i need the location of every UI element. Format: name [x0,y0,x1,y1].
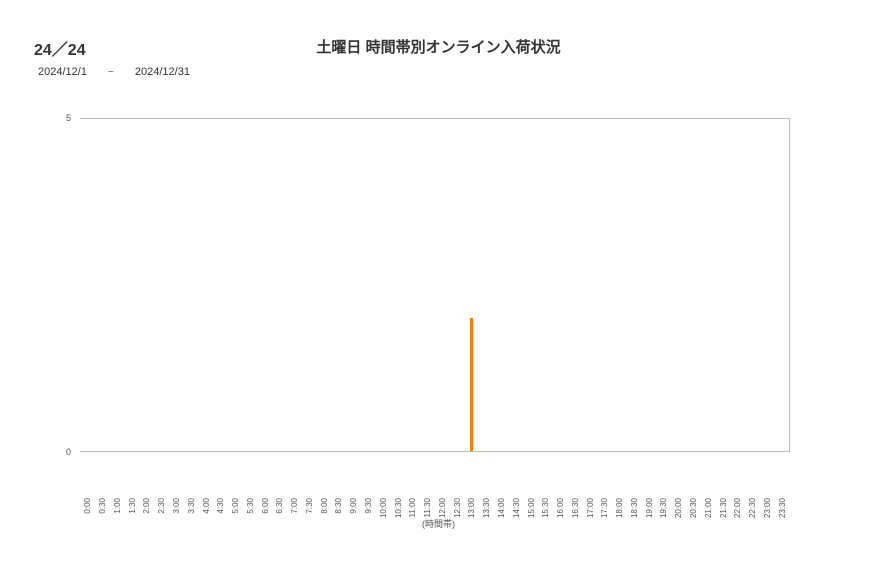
xtick-label: 18:00 [615,498,624,518]
xtick-label: 23:30 [778,498,787,518]
ytick-max: 5 [66,113,71,123]
xtick-label: 22:00 [733,498,742,518]
xtick-label: 7:30 [305,498,314,514]
xtick-label: 11:00 [408,498,417,517]
xtick-label: 14:30 [512,498,521,518]
xtick-label: 20:00 [674,498,683,518]
xtick-label: 2:00 [142,498,151,514]
xtick-label: 10:00 [379,498,388,518]
xtick-label: 3:30 [187,498,196,514]
xtick-label: 6:00 [261,498,270,514]
xtick-label: 19:30 [659,498,668,518]
xtick-label: 15:30 [541,498,550,518]
xtick-label: 0:30 [98,498,107,514]
date-end: 2024/12/31 [135,66,190,78]
xtick-label: 15:00 [527,498,536,518]
xtick-label: 6:30 [275,498,284,514]
xtick-label: 21:00 [704,498,713,518]
xtick-label: 2:30 [157,498,166,514]
xtick-label: 9:00 [349,498,358,514]
xtick-label: 12:30 [453,498,462,518]
chart: 5 0 [66,118,790,466]
xtick-label: 9:30 [364,498,373,514]
xtick-label: 12:00 [438,498,447,518]
xtick-label: 13:30 [482,498,491,518]
xtick-label: 7:00 [290,498,299,514]
chart-title: 土曜日 時間帯別オンライン入荷状況 [0,36,877,57]
ytick-min: 0 [66,447,71,457]
xtick-label: 22:30 [748,498,757,518]
xtick-label: 1:30 [128,498,137,514]
xtick-label: 1:00 [113,498,122,514]
x-axis-label: (時間帯) [0,517,877,530]
xtick-label: 14:00 [497,498,506,518]
xtick-label: 23:00 [763,498,772,518]
xtick-label: 20:30 [689,498,698,518]
date-start: 2024/12/1 [38,66,87,78]
xtick-label: 17:30 [600,498,609,518]
xtick-label: 8:00 [320,498,329,514]
xtick-label: 19:00 [645,498,654,518]
date-range: 2024/12/1 ~ 2024/12/31 [38,66,190,78]
xtick-label: 17:00 [586,498,595,518]
xtick-label: 8:30 [334,498,343,514]
xtick-label: 16:00 [556,498,565,518]
xtick-label: 21:30 [719,498,728,518]
xtick-label: 5:00 [231,498,240,514]
xtick-label: 4:30 [216,498,225,514]
xtick-label: 16:30 [571,498,580,518]
xtick-label: 0:00 [83,498,92,514]
xtick-label: 11:30 [423,498,432,517]
date-separator: ~ [108,67,114,78]
xtick-label: 18:30 [630,498,639,518]
bar [470,318,473,451]
xtick-label: 10:30 [394,498,403,518]
xtick-label: 5:30 [246,498,255,514]
plot-area [80,118,790,452]
xtick-label: 3:00 [172,498,181,514]
xtick-label: 13:00 [467,498,476,518]
xtick-label: 4:00 [202,498,211,514]
